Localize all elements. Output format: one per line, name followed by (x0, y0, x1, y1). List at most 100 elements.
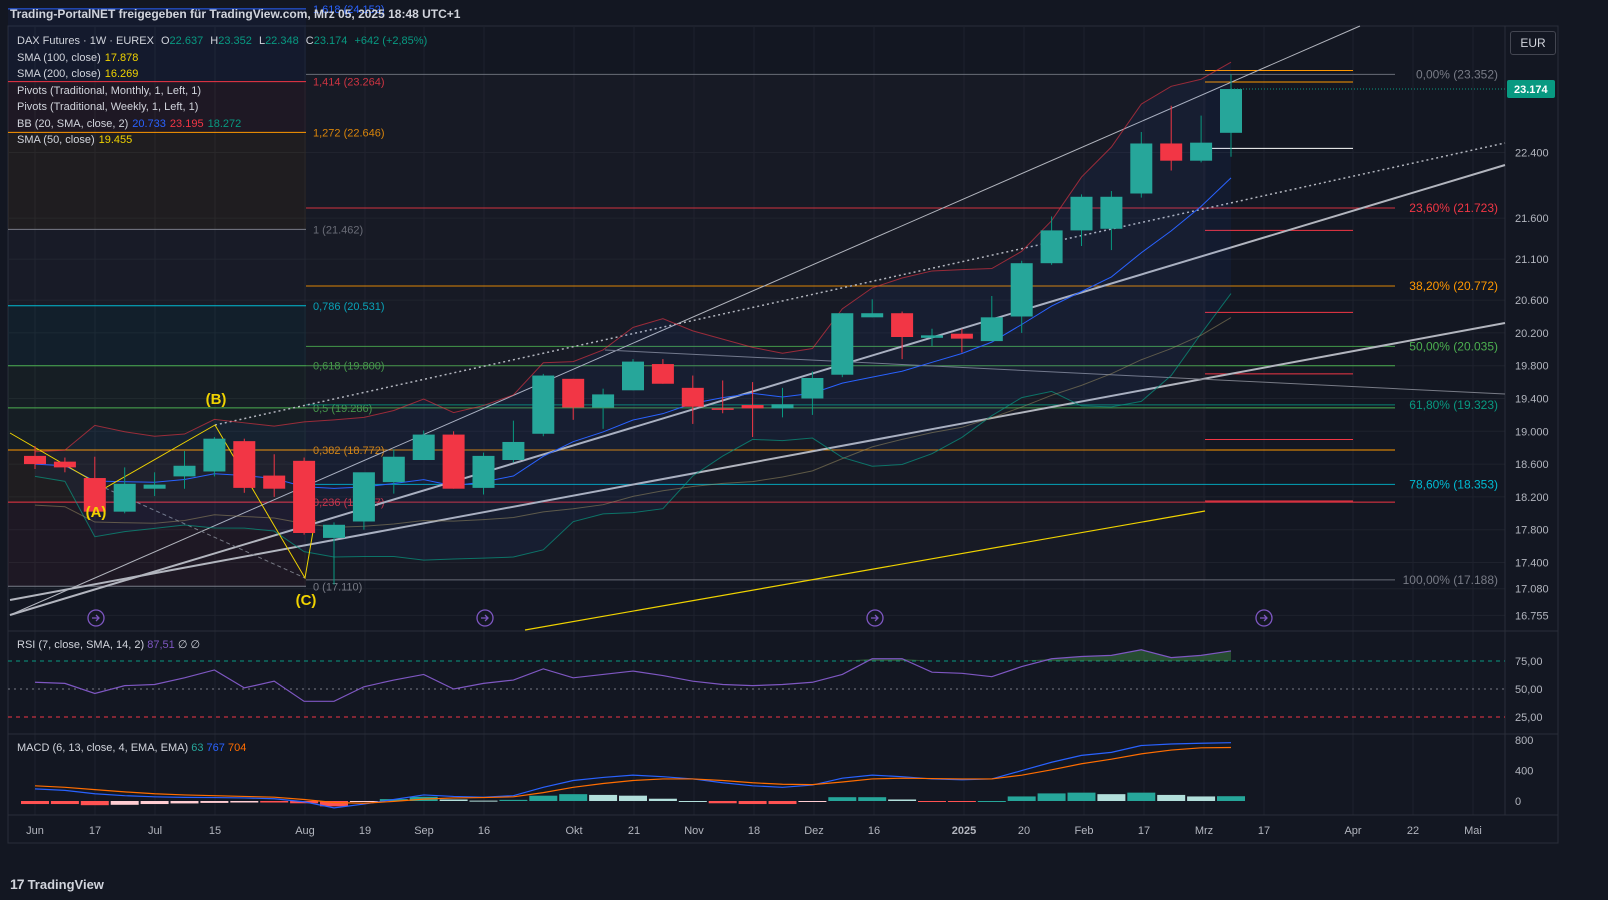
macd-histogram-bar (349, 801, 378, 802)
rsi-extra: ∅ ∅ (177, 639, 201, 651)
time-axis-tick: 19 (359, 825, 371, 837)
candle-body (143, 484, 166, 489)
macd-histogram-bar (559, 794, 588, 801)
indicator-legend-row[interactable]: SMA (50, close) 19.455 (17, 132, 431, 149)
macd-histogram-bar (1037, 793, 1066, 801)
candle-body (502, 441, 525, 460)
indicator-label: SMA (200, close) (17, 68, 101, 80)
indicator-value: 20.733 (132, 117, 166, 130)
fib-ext-label: 1,618 (24.152) (313, 4, 385, 16)
candle-body (801, 378, 824, 399)
candle-body (1130, 143, 1153, 194)
time-axis-tick: Feb (1075, 825, 1094, 837)
indicator-label: SMA (50, close) (17, 134, 95, 146)
candle-body (741, 405, 764, 409)
price-axis-tick: 17.080 (1515, 584, 1549, 596)
rsi-axis-tick: 25,00 (1515, 712, 1543, 724)
macd-histogram-bar (619, 795, 647, 801)
macd-histogram-bar (170, 801, 199, 804)
rsi-value: 87,51 (147, 639, 175, 651)
candle-body (861, 313, 884, 318)
time-axis-tick: Jun (26, 825, 44, 837)
candle-body (622, 361, 644, 391)
time-axis-tick: 17 (89, 825, 101, 837)
fib-retracement-label: 38,20% (20.772) (1409, 279, 1498, 293)
session-marker-icon[interactable] (866, 609, 884, 627)
macd-histogram-bar (888, 799, 917, 801)
time-axis-tick: Okt (565, 825, 582, 837)
candle-body (592, 394, 615, 408)
candles (24, 74, 1242, 585)
indicator-value: 18.272 (207, 117, 242, 130)
candle-body (1040, 230, 1063, 264)
session-marker-icon[interactable] (1255, 609, 1273, 627)
macd-hist-value: 63 (191, 742, 204, 754)
indicator-legend-row[interactable]: BB (20, SMA, close, 2) 20.733 23.195 18.272 (17, 116, 431, 133)
macd-signal-value: 704 (227, 742, 247, 754)
macd-histogram-bar (1067, 792, 1096, 801)
macd-axis-tick: 800 (1515, 735, 1533, 747)
macd-histogram-bar (798, 801, 827, 802)
macd-histogram-bar (439, 799, 468, 801)
bb-fill (35, 62, 1231, 561)
fib-ext-zone (8, 407, 306, 450)
macd-axis-tick: 400 (1515, 766, 1533, 778)
sma50-line (34, 317, 1232, 528)
macd-histogram-bar (1217, 796, 1245, 801)
time-axis-tick: 18 (748, 825, 760, 837)
price-axis-tick: 19.400 (1515, 394, 1549, 406)
macd-histogram-bar (738, 801, 767, 805)
candle-body (532, 375, 555, 434)
macd-histogram-bar (529, 795, 558, 801)
macd-histogram-bar (768, 801, 797, 805)
candle-body (442, 434, 465, 489)
indicator-value: 19.455 (98, 134, 133, 146)
macd-histogram-bar (260, 801, 289, 803)
price-axis-tick: 16.755 (1515, 610, 1549, 622)
fib-ext-label: 1 (21.462) (313, 224, 363, 236)
candle-body (1100, 196, 1123, 229)
macd-histogram-bar (828, 797, 857, 801)
candle-body (113, 483, 136, 512)
price-axis-tick: 20.200 (1515, 328, 1549, 340)
indicator-label: SMA (100, close) (17, 51, 101, 64)
price-axis-tick: 18.200 (1515, 492, 1549, 504)
symbol-row[interactable]: DAX Futures · 1W · EUREX O22.637 H23.352… (17, 33, 431, 50)
fib-ext-label: 0,5 (19.286) (313, 403, 372, 415)
rsi-label: RSI (7, close, SMA, 14, 2) (17, 639, 145, 651)
time-axis-tick: 16 (868, 825, 880, 837)
session-marker-icon[interactable] (87, 609, 105, 627)
indicator-legend-row[interactable]: SMA (200, close) 16.269 (17, 66, 431, 83)
price-label-box (1507, 80, 1555, 99)
ohlc-close: C23.174 (305, 35, 348, 47)
tradingview-brand[interactable]: 17 TradingView (10, 876, 104, 892)
macd-histogram-bar (499, 799, 528, 801)
session-marker-icon[interactable] (476, 609, 494, 627)
trend-lines (9, 25, 1506, 616)
indicator-legend-row[interactable]: Pivots (Traditional, Monthly, 1, Left, 1… (17, 83, 431, 100)
macd-signal-line (34, 746, 1232, 804)
fib-ext-zone (8, 365, 306, 408)
macd-axis-tick: 0 (1515, 796, 1521, 808)
macd-legend[interactable]: MACD (6, 13, close, 4, EMA, EMA) 63 767 … (17, 740, 246, 757)
indicator-legend-row[interactable]: Pivots (Traditional, Weekly, 1, Left, 1) (17, 99, 431, 116)
fib-retracement-label: 61,80% (19.323) (1409, 398, 1498, 412)
indicator-label: Pivots (Traditional, Weekly, 1, Left, 1) (17, 101, 199, 113)
tradingview-logo-icon: 17 (10, 876, 25, 892)
fib-ext-zone (8, 81, 306, 133)
rsi-legend[interactable]: RSI (7, close, SMA, 14, 2) 87,51 ∅ ∅ (17, 637, 200, 654)
symbol-name: DAX Futures · 1W · EUREX (17, 35, 154, 47)
macd-histogram-bar (50, 801, 79, 805)
indicator-label: BB (20, SMA, close, 2) (17, 117, 129, 130)
dashed-wave-line (104, 487, 306, 579)
candle-body (921, 335, 943, 338)
time-axis-tick: 2025 (952, 825, 976, 837)
candle-body (24, 455, 46, 465)
fib-ext-zone (8, 229, 306, 306)
time-axis-tick: Aug (295, 825, 315, 837)
macd-histogram-bar (230, 801, 259, 803)
indicator-legend-row[interactable]: SMA (100, close) 17.878 (17, 50, 431, 67)
macd-histogram-bar (21, 801, 49, 805)
currency-button[interactable]: EUR (1510, 31, 1556, 55)
